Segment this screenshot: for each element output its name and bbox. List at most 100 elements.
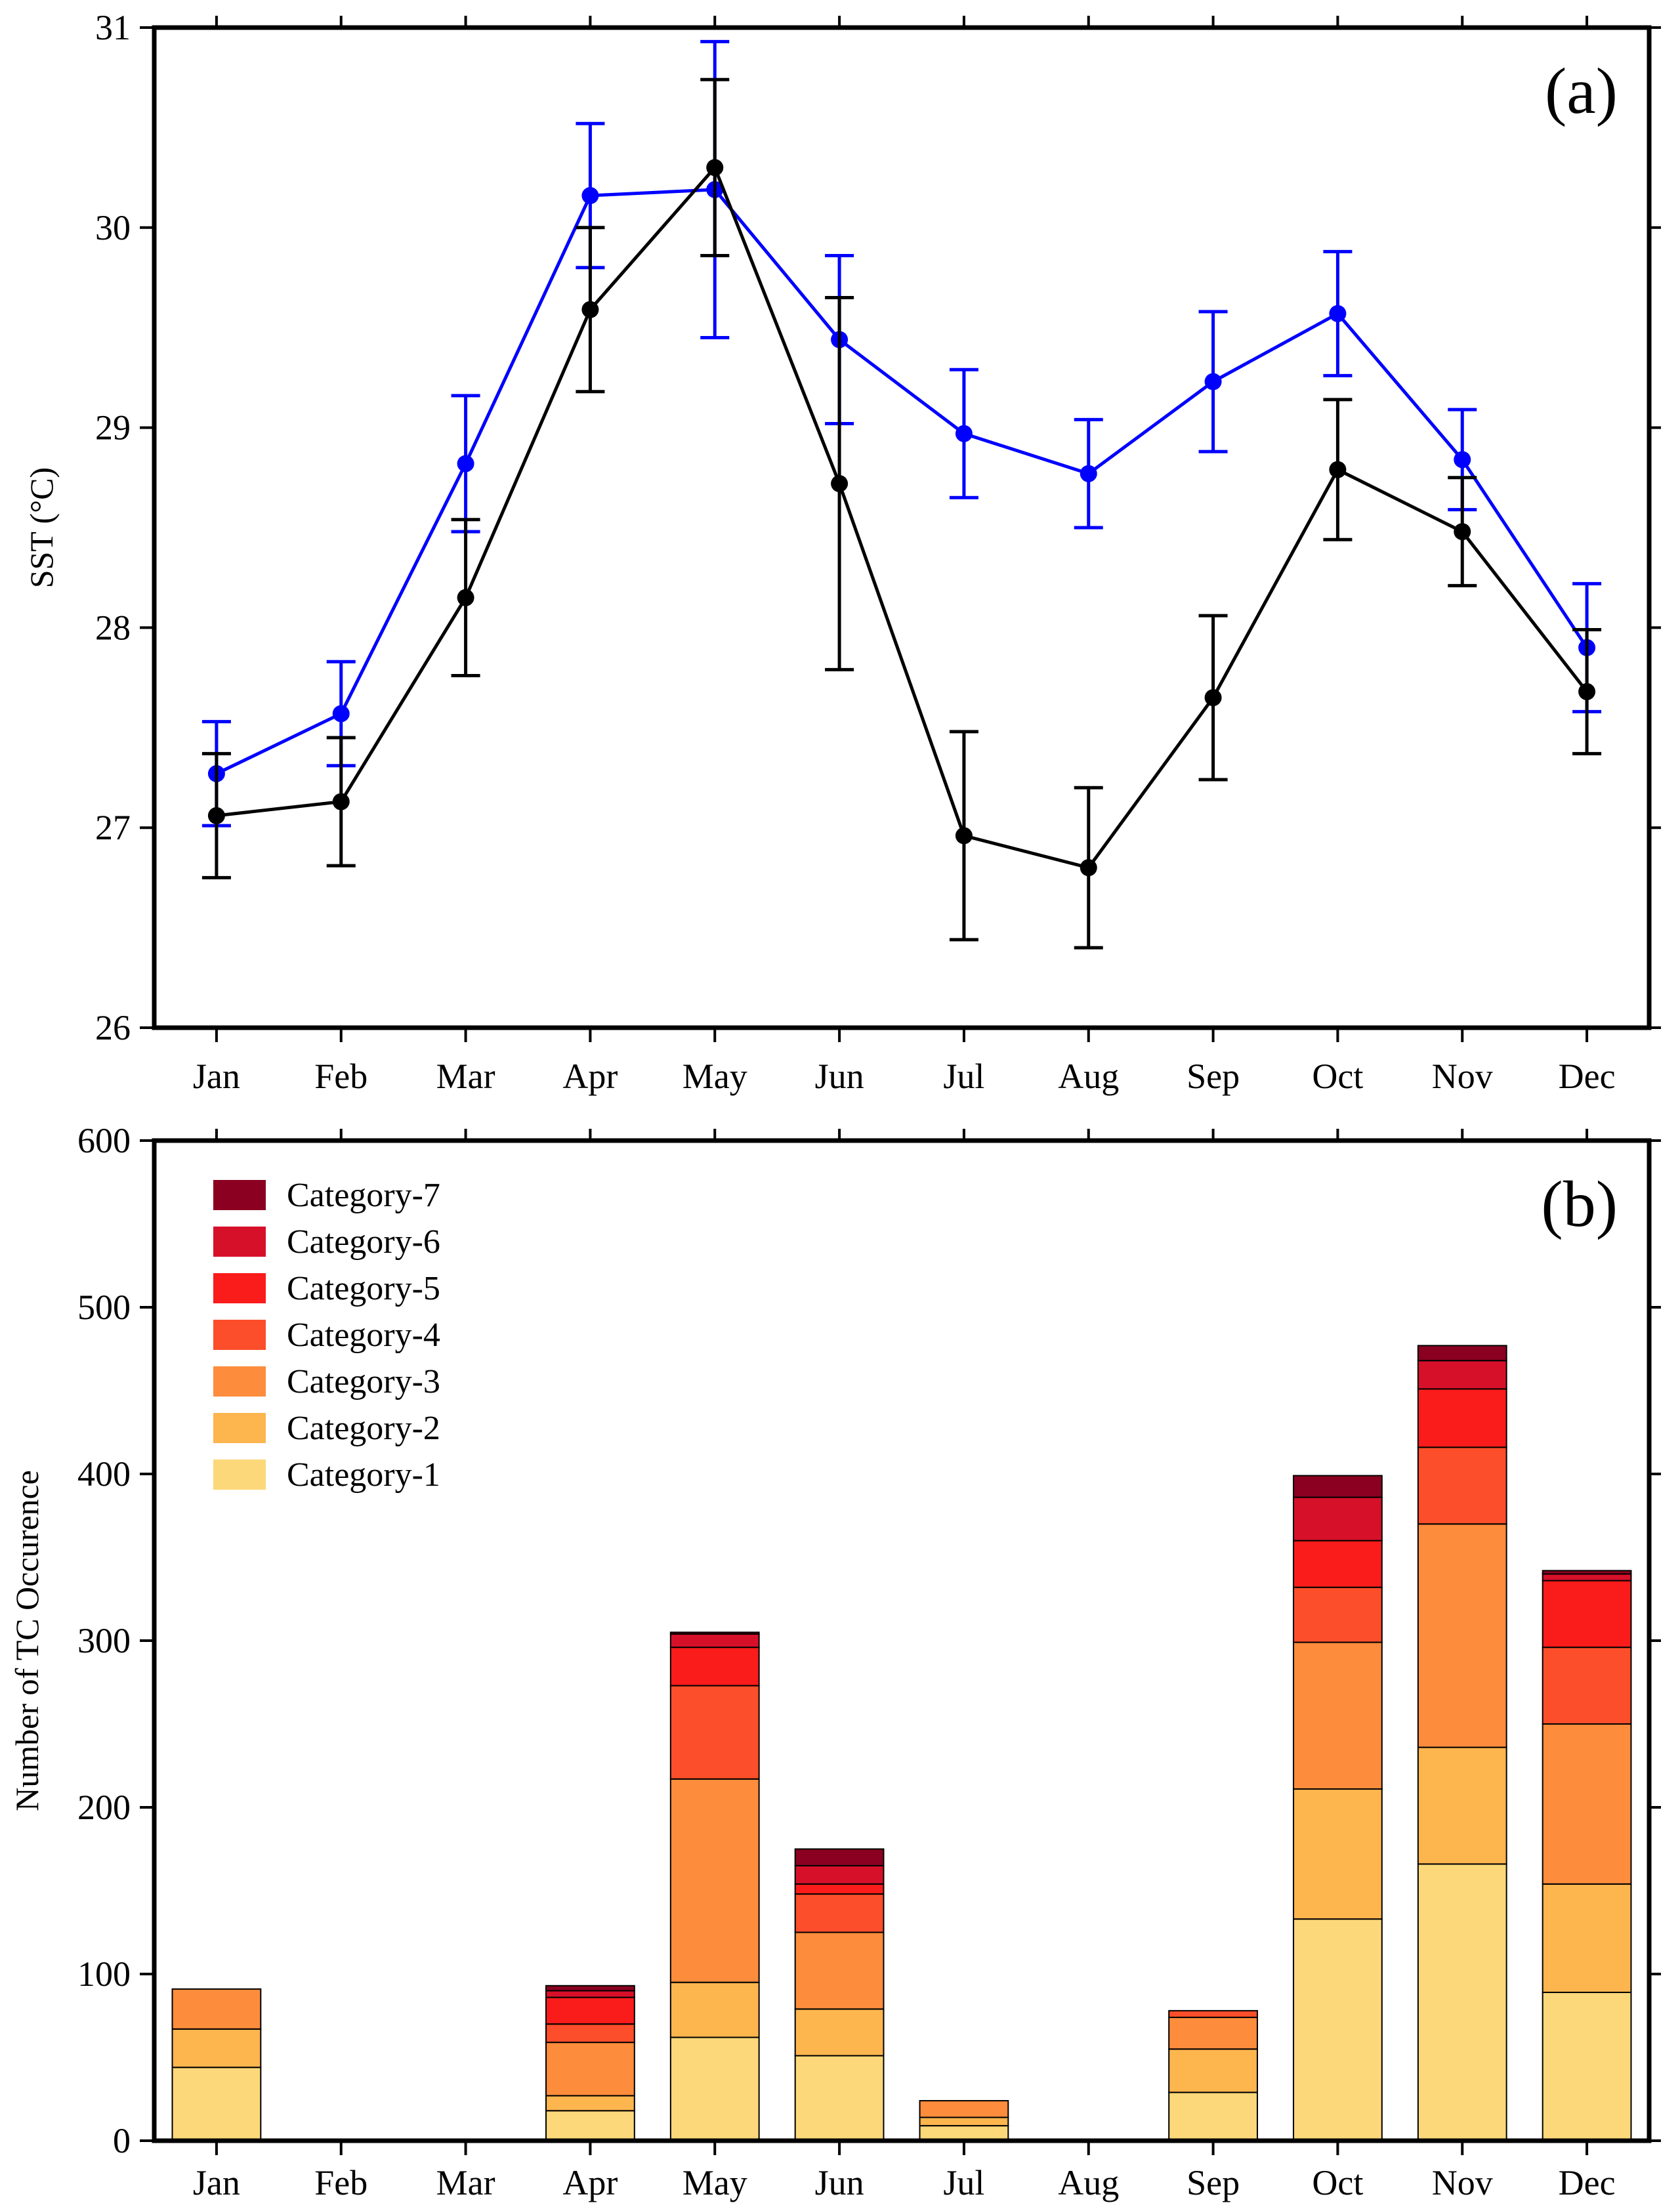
bar-segment [794,1848,885,1866]
data-point [1080,465,1097,482]
data-point [1080,859,1097,877]
bar-segment [1417,1446,1507,1525]
x-tick-label: Aug [1058,1057,1119,1096]
bar-segment [669,1981,760,2038]
x-tick-label: Feb [314,2163,368,2202]
bar-segment [545,1990,635,1998]
bar-segment [794,1893,885,1933]
x-tick-label: Mar [436,1057,495,1096]
legend-swatch [213,1366,266,1397]
bar-segment [545,2095,635,2112]
x-tick-label: May [682,1057,747,1096]
bar-segment [1542,1723,1632,1885]
bar-segment [1168,2048,1258,2093]
panel-b-legend: Category-7 Category-6 Category-5 Category-4… [213,1177,440,1494]
x-tick-label: Jun [815,2163,864,2202]
legend-swatch [213,1460,266,1490]
bar-segment [1542,1883,1632,1993]
bar-segment [669,1631,760,1635]
x-tick-label: Jun [815,1057,864,1096]
bar-segment [1542,1573,1632,1582]
legend-label: Category-7 [287,1177,440,1214]
data-point [207,807,225,824]
legend-label: Category-2 [287,1410,440,1447]
bar-segment [1417,1388,1507,1448]
legend-label: Category-6 [287,1223,440,1261]
panel-b-ticks: 0 100 200 300 400 500 600 Jan Feb Mar Apr May Jun Jul… [77,1121,1661,2202]
y-tick-label: 200 [77,1788,131,1827]
legend-label: Category-3 [287,1363,440,1400]
data-point [581,187,599,205]
x-tick-label: Dec [1559,2163,1616,2202]
bar-segment [669,1633,760,1649]
panel-b-tc-chart: 0 100 200 300 400 500 600 Jan Feb Mar Apr May Jun Jul… [9,1121,1661,2202]
bar-segment [794,2055,885,2141]
bar-segment [171,2028,262,2069]
y-tick-label: 27 [95,808,131,847]
y-tick-label: 28 [95,608,131,647]
bar-segment [1542,1580,1632,1649]
data-point [955,425,973,442]
x-tick-label: May [682,2163,747,2202]
bar-segment [545,1996,635,2025]
bar-segment [545,2110,635,2142]
panel-a-sst-chart: 26 27 28 29 30 31 Jan Feb Mar Apr May Jun Jul Aug Sep O… [23,8,1661,1096]
x-tick-label: Oct [1312,1057,1363,1096]
bar-segment [545,2023,635,2044]
y-tick-label: 100 [77,1954,131,1994]
panel-b-label: (b) [1541,1167,1618,1240]
data-point [1204,373,1222,390]
bar-segment [1417,1746,1507,1865]
panel-a-series [201,39,1602,950]
bar-segment [1293,1788,1383,1920]
legend-label: Category-4 [287,1316,440,1354]
bar-segment [1168,2017,1258,2050]
y-tick-label: 500 [77,1288,131,1327]
bar-segment [669,1778,760,1983]
data-point [1454,451,1471,469]
x-tick-label: Jul [943,1057,984,1096]
y-tick-label: 31 [95,8,131,47]
legend-swatch [213,1320,266,1350]
bar-segment [1293,1496,1383,1542]
data-point [581,301,599,318]
bar-segment [919,2116,1009,2127]
bar-segment [919,2100,1009,2118]
data-point [1578,683,1596,700]
panel-a-label: (a) [1545,54,1618,127]
data-point [1454,523,1471,541]
x-tick-label: Oct [1312,2163,1363,2202]
bar-segment [1168,2009,1258,2019]
bar-segment [1417,1523,1507,1748]
panel-a-ticks: 26 27 28 29 30 31 Jan Feb Mar Apr May Jun Jul Aug Sep O… [95,8,1661,1096]
legend-swatch [213,1227,266,1257]
data-point [1329,461,1347,478]
y-tick-label: 400 [77,1454,131,1494]
bar-segment [669,1647,760,1687]
legend-label: Category-1 [287,1456,440,1494]
panel-a-y-axis-label: SST (°C) [23,467,60,588]
bar-segment [171,1988,262,2030]
bar-segment [1542,1647,1632,1725]
legend-label: Category-5 [287,1270,440,1307]
series-line [215,188,1589,776]
bar-segment [794,1883,885,1895]
legend-swatch [213,1180,266,1210]
data-point [1329,305,1347,322]
y-tick-label: 300 [77,1621,131,1660]
x-tick-label: Nov [1432,1057,1493,1096]
bar-segment [1293,1540,1383,1588]
bar-segment [545,1985,635,1992]
x-tick-label: Dec [1559,1057,1616,1096]
legend-swatch [213,1413,266,1443]
bar-segment [794,1864,885,1885]
bar-segment [1542,1991,1632,2141]
series-line [216,164,1589,870]
data-point [457,589,474,606]
bar-segment [1293,1475,1383,1498]
x-tick-label: Jan [193,2163,240,2202]
bar-segment [669,1685,760,1780]
legend-swatch [213,1273,266,1303]
data-point [706,159,724,177]
